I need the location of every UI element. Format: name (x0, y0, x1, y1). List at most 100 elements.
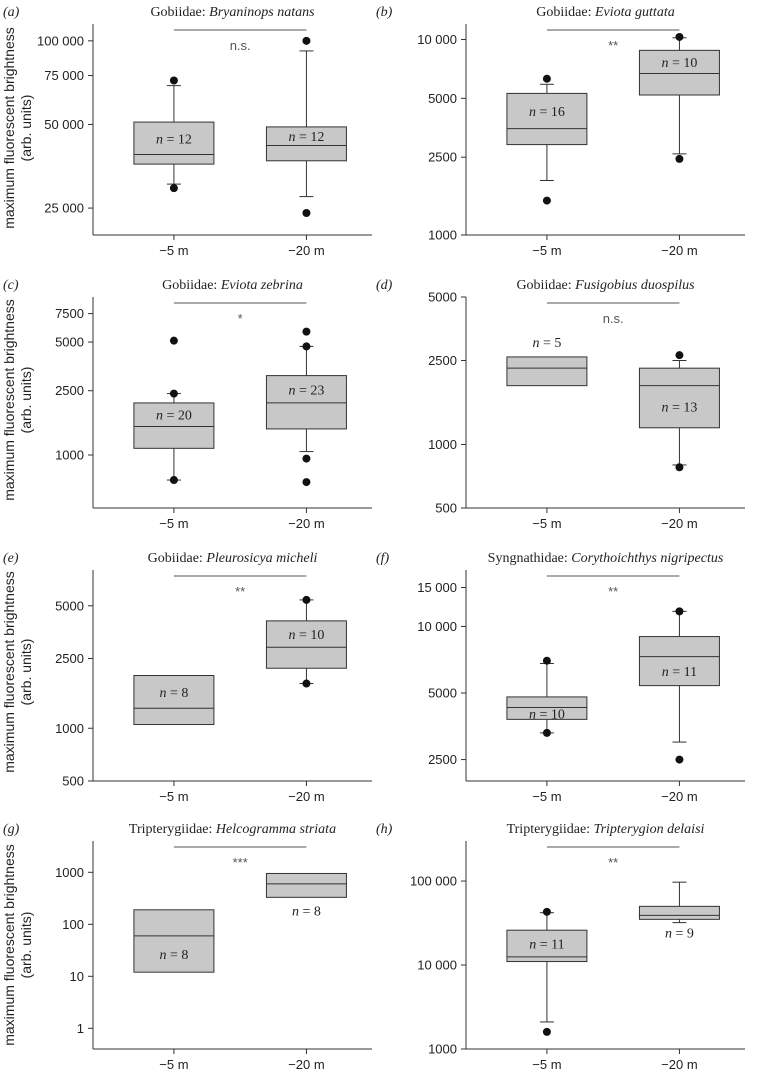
box-minus-5m: n = 12 (133, 76, 215, 193)
y-tick-label: 2500 (428, 353, 457, 368)
title-species: Pleurosicya micheli (205, 551, 317, 566)
y-tick-label: 5000 (55, 335, 84, 350)
y-tick-label: 500 (435, 501, 457, 516)
y-tick-label: 25 000 (44, 201, 84, 216)
outlier-point (675, 32, 684, 41)
y-axis-label-row-4: maximum fluorescent brightness (arb. uni… (1, 844, 34, 1046)
box-minus-5m: n = 5 (506, 336, 588, 387)
panel-label: (b) (376, 5, 393, 20)
title-species: Helcogramma striata (215, 822, 336, 837)
n-symbol: n (529, 105, 536, 120)
y-axis-label-line2: (arb. units) (18, 639, 34, 706)
box-iqr (265, 375, 347, 430)
outlier-point (542, 74, 551, 83)
y-tick-label: 1000 (428, 228, 457, 243)
y-tick-label: 5000 (428, 686, 457, 701)
box-minus-20m: n = 13 (638, 351, 720, 472)
panel-title: Gobiidae: Pleurosicya micheli (148, 551, 318, 566)
y-tick-label: 10 000 (417, 958, 457, 973)
n-symbol: n (529, 707, 536, 722)
title-species: Eviota guttata (594, 5, 675, 20)
outlier-point (542, 1027, 551, 1036)
y-tick-label: 1000 (428, 437, 457, 452)
outlier-point (302, 209, 311, 218)
panel-c: (c) Gobiidae: Eviota zebrina 1000 2500 5000 7… (3, 278, 372, 531)
n-symbol: n (292, 904, 299, 919)
box-minus-5m: n = 8 (133, 909, 215, 973)
outlier-point (169, 76, 178, 85)
x-tick-label: −5 m (159, 789, 188, 804)
y-tick-label: 10 (70, 969, 84, 984)
y-tick-label: 1000 (428, 1042, 457, 1057)
box-iqr (638, 905, 720, 920)
box-minus-5m: n = 16 (506, 74, 588, 205)
sample-size-label: n = 10 (288, 628, 324, 643)
sample-size-label: n = 10 (661, 56, 697, 71)
box-minus-20m: n = 11 (638, 607, 720, 764)
sample-size-label: n = 20 (156, 409, 192, 424)
n-value: = 10 (668, 56, 697, 71)
n-value: = 8 (166, 686, 188, 701)
y-tick-label: 5000 (428, 91, 457, 106)
title-family: Gobiidae: (150, 5, 209, 20)
sample-size-label: n = 8 (159, 948, 188, 963)
box-minus-20m: n = 10 (638, 32, 720, 163)
x-tick-label: −20 m (288, 243, 325, 258)
n-value: = 5 (539, 336, 561, 351)
panel-a: (a) Gobiidae: Bryaninops natans 25 000 50 0… (3, 5, 372, 258)
box-minus-20m: n = 10 (265, 595, 347, 688)
panel-title: Syngnathidae: Corythoichthys nigripectus (488, 551, 724, 566)
panel-b: (b) Gobiidae: Eviota guttata 1000 2500 5000 1… (376, 5, 745, 258)
panel-label: (a) (3, 5, 20, 20)
title-family: Gobiidae: (536, 5, 595, 20)
panel-label: (c) (3, 278, 19, 293)
panel-h: (h) Tripterygiidae: Tripterygion delaisi 1… (376, 822, 745, 1072)
y-tick-label: 5000 (55, 598, 84, 613)
title-species: Bryaninops natans (209, 5, 315, 20)
outlier-point (169, 184, 178, 193)
y-tick-label: 2500 (428, 752, 457, 767)
box-minus-5m: n = 11 (506, 907, 588, 1036)
box-iqr (506, 929, 588, 963)
outlier-point (302, 342, 311, 351)
panel-title: Gobiidae: Fusigobius duospilus (516, 278, 695, 293)
box-iqr (133, 909, 215, 973)
outlier-point (542, 728, 551, 737)
box-minus-20m: n = 9 (638, 881, 720, 941)
box-minus-20m: n = 12 (265, 36, 347, 218)
significance-label: n.s. (230, 38, 251, 53)
y-axis-label-line2: (arb. units) (18, 367, 34, 434)
box-minus-5m: n = 10 (506, 656, 588, 737)
box-iqr (506, 356, 588, 387)
title-family: Syngnathidae: (488, 551, 572, 566)
box-iqr (133, 675, 215, 726)
n-symbol: n (665, 926, 672, 941)
box-minus-5m: n = 8 (133, 675, 215, 726)
n-symbol: n (288, 383, 295, 398)
x-tick-label: −5 m (532, 243, 561, 258)
n-value: = 23 (295, 383, 324, 398)
n-value: = 8 (299, 904, 321, 919)
n-symbol: n (288, 628, 295, 643)
significance-label: * (238, 311, 243, 326)
title-species: Eviota zebrina (220, 278, 303, 293)
y-tick-label: 100 000 (410, 874, 457, 889)
y-tick-label: 1 (77, 1021, 84, 1036)
y-tick-label: 5000 (428, 290, 457, 305)
y-axis-label-line2: (arb. units) (18, 95, 34, 162)
n-value: = 10 (295, 628, 324, 643)
n-symbol: n (529, 938, 536, 953)
x-tick-label: −20 m (288, 516, 325, 531)
sample-size-label: n = 23 (288, 383, 324, 398)
title-family: Gobiidae: (162, 278, 221, 293)
y-tick-label: 1000 (55, 721, 84, 736)
sample-size-label: n = 5 (532, 336, 561, 351)
outlier-point (302, 478, 311, 487)
panel-title: Gobiidae: Eviota guttata (536, 5, 674, 20)
x-tick-label: −20 m (288, 789, 325, 804)
outlier-point (675, 154, 684, 163)
box-iqr (265, 126, 347, 162)
y-axis-label-row-3: maximum fluorescent brightness (arb. uni… (1, 571, 34, 773)
panel-g: (g) Tripterygiidae: Helcogramma striata 1 1… (3, 822, 372, 1072)
